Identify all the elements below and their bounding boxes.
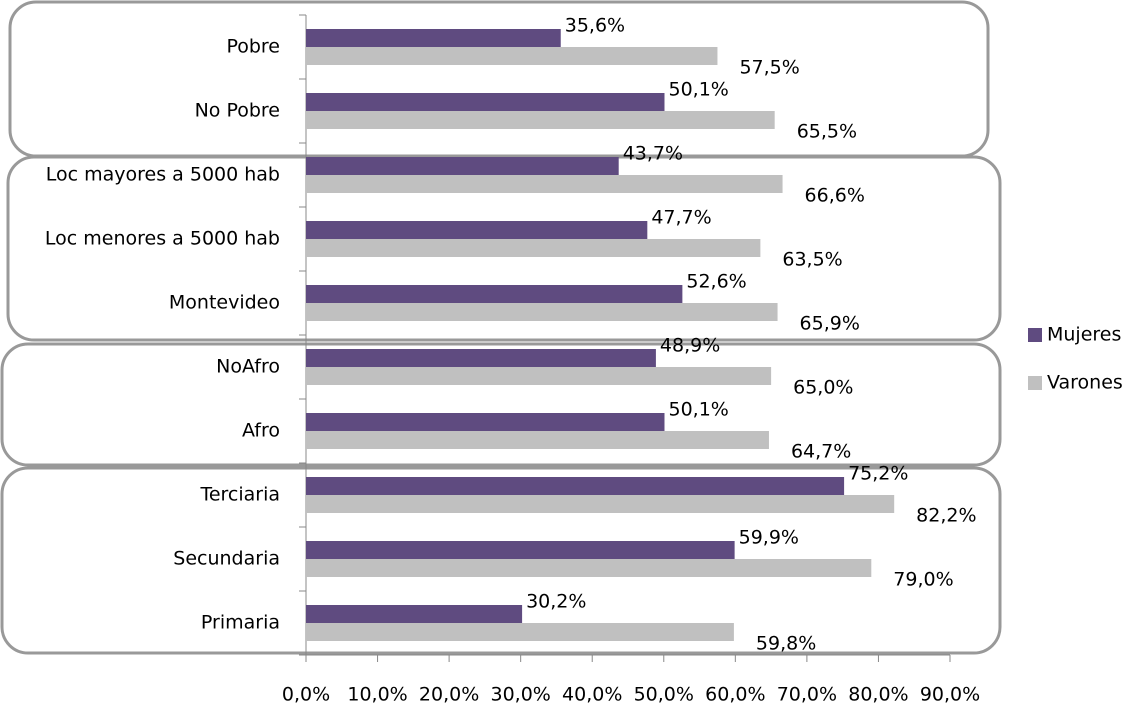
y-tick-label: Terciaria	[199, 484, 280, 506]
x-tick-label: 90,0%	[920, 684, 980, 706]
x-tick-label: 50,0%	[634, 684, 694, 706]
value-label: 57,5%	[739, 57, 799, 79]
bar	[306, 623, 734, 641]
bar	[306, 413, 665, 431]
x-tick-label: 30,0%	[490, 684, 550, 706]
legend-swatch	[1028, 328, 1042, 342]
bar	[306, 221, 648, 239]
x-tick-label: 20,0%	[419, 684, 479, 706]
y-tick-label: Afro	[242, 420, 280, 442]
bar	[306, 559, 872, 577]
y-tick-label: Loc mayores a 5000 hab	[46, 164, 280, 186]
value-label: 66,6%	[805, 185, 865, 207]
x-tick-label: 70,0%	[777, 684, 837, 706]
y-tick-label: NoAfro	[216, 356, 280, 378]
value-label: 82,2%	[916, 505, 976, 527]
bar	[306, 349, 656, 367]
bar	[306, 93, 665, 111]
value-label: 65,0%	[793, 377, 853, 399]
legend-swatch	[1028, 376, 1042, 390]
x-tick-label: 60,0%	[705, 684, 765, 706]
value-label: 30,2%	[526, 591, 586, 613]
bar	[306, 367, 772, 385]
bar	[306, 477, 845, 495]
value-label: 63,5%	[782, 249, 842, 271]
value-label: 64,7%	[791, 441, 851, 463]
value-label: 48,9%	[660, 335, 720, 357]
value-label: 75,2%	[848, 463, 908, 485]
x-tick-label: 0,0%	[282, 684, 330, 706]
value-label: 59,9%	[739, 527, 799, 549]
legend-label: Varones	[1047, 372, 1123, 394]
group-box	[0, 342, 1002, 467]
bar	[306, 541, 735, 559]
bar	[306, 495, 895, 513]
bar	[306, 29, 561, 47]
bar	[306, 175, 783, 193]
y-tick-label: Secundaria	[173, 548, 280, 570]
value-label: 47,7%	[651, 207, 711, 229]
bar	[306, 285, 683, 303]
value-label: 52,6%	[686, 271, 746, 293]
value-label: 65,9%	[800, 313, 860, 335]
bar	[306, 605, 523, 623]
bar	[306, 303, 778, 321]
y-tick-label: No Pobre	[195, 100, 280, 122]
y-tick-label: Montevideo	[169, 292, 280, 314]
value-label: 35,6%	[565, 15, 625, 37]
value-label: 79,0%	[893, 569, 953, 591]
y-tick-label: Pobre	[226, 36, 280, 58]
bar	[306, 111, 775, 129]
value-label: 50,1%	[668, 399, 728, 421]
bar	[306, 47, 718, 65]
group-box	[0, 466, 1002, 655]
bar	[306, 431, 769, 449]
value-label: 65,5%	[797, 121, 857, 143]
value-label: 50,1%	[668, 79, 728, 101]
legend-label: Mujeres	[1047, 324, 1121, 346]
x-tick-label: 80,0%	[848, 684, 908, 706]
x-tick-label: 40,0%	[562, 684, 622, 706]
y-tick-label: Loc menores a 5000 hab	[45, 228, 280, 250]
x-tick-label: 10,0%	[347, 684, 407, 706]
y-tick-label: Primaria	[201, 612, 280, 634]
bar	[306, 239, 761, 257]
value-label: 59,8%	[756, 633, 816, 655]
value-label: 43,7%	[623, 143, 683, 165]
bar	[306, 157, 619, 175]
